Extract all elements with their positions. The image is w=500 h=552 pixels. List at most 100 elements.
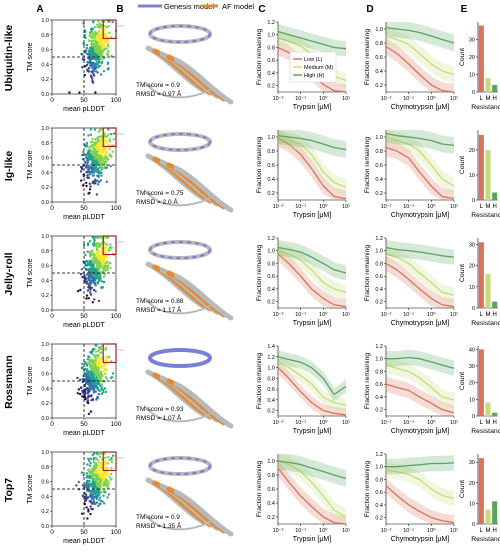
scatter-point [109,376,113,379]
scatter-point [102,275,106,278]
scatter-ytick-label: 0.4 [41,278,49,284]
bar-medium [485,402,491,416]
scatter-point [96,361,100,364]
bar-category-label: M [486,420,491,426]
scatter-point [104,372,107,375]
low-band [386,478,454,524]
scatter-point [90,166,93,170]
trypsin-plot: 0.2 0.4 0.6 0.8 1.0 10⁻² 10⁻¹ 10⁰ 10¹ Trypsin [μM… [256,454,350,543]
scatter-point [102,57,105,60]
scatter-point [94,91,97,94]
scatter-point [95,58,98,62]
scatter-point [95,166,98,169]
scatter-point [93,347,96,351]
scatter-point [88,170,92,174]
scatter-point [105,47,109,50]
row-label: Rossmann [3,355,15,409]
scatter-point [106,260,109,263]
scatter-point [94,502,97,506]
high-line [386,356,455,369]
scatter-xtick-label: 100 [111,97,122,104]
scatter-point [93,267,96,271]
scatter-point [108,140,112,143]
scatter-point [80,386,83,389]
scatter-point [89,410,93,413]
scatter-point [86,289,90,292]
scatter-point [90,501,93,504]
scatter-point [106,243,109,246]
scatter-point [89,50,92,54]
scatter-point [100,476,104,479]
y-axis-label: Fraction remaining [364,461,371,518]
xtick-label: 10⁻² [273,96,284,102]
scatter-point [84,51,87,54]
scatter-point [90,352,94,355]
scatter-point [101,44,105,48]
resistance-bar-chart: LMH 0 10 20 30 Resistance Count [459,238,500,327]
scatter-point [97,130,101,134]
scatter-point [95,243,98,246]
bar-category-label: L [480,312,484,318]
bar-ytick-label: 30 [469,38,475,44]
scatter-point [92,147,95,150]
scatter-point [103,452,106,455]
scatter-point [93,477,96,481]
ytick-label: 0.4 [267,71,275,77]
helix-ribbon-genesis [149,25,211,43]
y-axis-label: Fraction remaining [256,353,263,410]
scatter-ylabel: TM score [27,258,34,287]
scatter-point [86,485,89,488]
model-legend: Genesis model AF model [138,2,254,11]
scatter-point [99,496,102,499]
scatter-point [94,383,97,386]
scatter-point [105,141,109,144]
scatter-point [104,139,108,142]
scatter-point [105,155,108,158]
scatter-point [94,355,97,358]
scatter-point [93,369,97,373]
scatter-point [106,157,110,161]
scatter-point [85,273,89,276]
scatter-point [99,33,102,36]
xtick-label: 10¹ [450,420,458,426]
x-axis-label: Chymotrypsin [μM] [391,320,450,327]
scatter-point [113,132,116,135]
scatter-point [104,160,108,164]
scatter-point [94,137,97,141]
scatter-point [98,477,101,480]
xtick-label: 10⁰ [427,527,436,534]
scatter-point [96,161,99,164]
x-axis-label: Trypsin [μM] [293,320,331,327]
bar-y-axis-label: Count [459,156,466,174]
scatter-point [91,349,94,353]
scatter-point [81,377,85,381]
scatter-point [95,457,99,460]
bar-ytick-label: 0 [472,522,475,528]
scatter-point [84,373,88,376]
scatter-point [92,264,95,267]
scatter-point [99,179,103,182]
scatter-point [95,501,99,504]
xtick-label: 10¹ [450,528,458,534]
scatter-point [105,151,108,154]
scatter-point [99,485,102,488]
scatter-point [97,20,100,23]
highlight-box [102,343,117,364]
row-label: Top7 [3,478,15,502]
scatter-point [97,481,101,484]
scatter-point [103,481,106,484]
scatter-point [99,348,103,351]
scatter-point [92,74,96,77]
scatter-point [97,504,100,508]
scatter-point [98,489,102,492]
scatter-ytick-label: 0.0 [41,200,49,206]
scatter-point [100,54,103,57]
scatter-ytick-label: 1.0 [41,450,49,456]
scatter-point [111,454,115,457]
high-line [386,462,455,468]
scatter-point [102,494,105,497]
ytick-label: 0.2 [267,84,275,90]
